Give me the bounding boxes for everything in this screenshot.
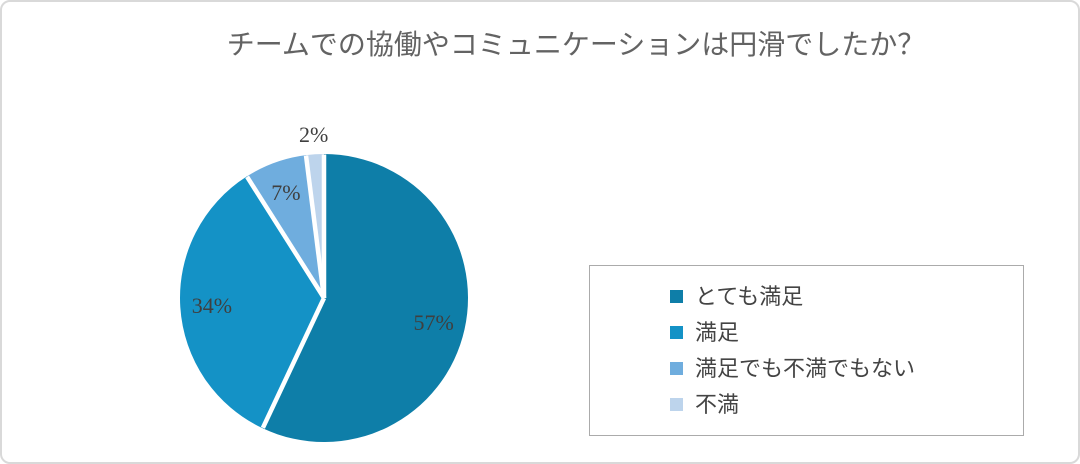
legend-swatch	[670, 398, 683, 411]
legend-swatch	[670, 362, 683, 375]
legend-label: とても満足	[695, 283, 804, 309]
slice-separator	[260, 297, 327, 429]
legend-item: 満足	[670, 319, 1023, 345]
legend-label: 不満	[695, 391, 740, 417]
pie-label-0: 57%	[413, 310, 453, 335]
legend-item: 満足でも不満でもない	[670, 355, 1023, 381]
pie-label-1: 34%	[192, 293, 232, 318]
legend-item: 不満	[670, 391, 1023, 417]
legend-item: とても満足	[670, 283, 1023, 309]
pie-label-2: 7%	[271, 180, 300, 205]
legend-swatch	[670, 326, 683, 339]
pie-label-3: 2%	[299, 122, 328, 147]
slice-separator	[303, 155, 327, 299]
pie-slice-0	[262, 154, 469, 443]
legend-swatch	[670, 290, 683, 303]
slice-separator	[245, 175, 326, 300]
pie-slice-2	[246, 155, 324, 298]
pie-slice-1	[180, 176, 324, 429]
legend-label: 満足でも不満でもない	[695, 355, 916, 381]
chart-title: チームでの協働やコミュニケーションは円滑でしたか？	[226, 30, 926, 61]
legend: とても満足満足満足でも不満でもない 不満	[589, 265, 1024, 436]
legend-label: 満足	[695, 319, 740, 345]
